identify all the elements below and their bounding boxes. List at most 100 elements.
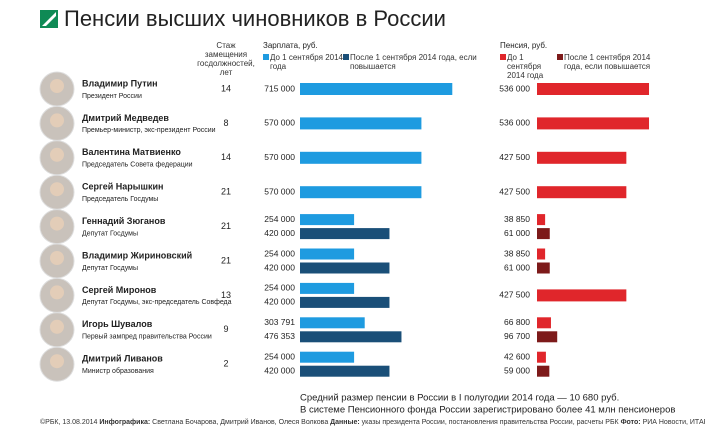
footnote: Средний размер пенсии в России в I полуг… (300, 393, 619, 404)
avatar-head (50, 79, 64, 93)
person-name: Владимир Жириновский (82, 250, 192, 260)
legend-label: До 1 сентября 2014 года (507, 53, 544, 80)
salary-value: 254 000 (264, 351, 295, 361)
person-position: Депутат Госдумы (82, 230, 138, 237)
salary-bar (300, 331, 402, 343)
avatar-head (50, 285, 64, 300)
avatar-head (50, 319, 64, 334)
tenure: 21 (221, 221, 231, 231)
pension-value: 66 800 (504, 317, 530, 327)
credit-part: ©РБК, 13.08.2014 (40, 419, 98, 426)
pension-value: 536 000 (499, 118, 530, 128)
pension-bar (537, 289, 627, 302)
pension-header: Пенсия, руб. (500, 41, 547, 50)
legend-swatch (263, 54, 269, 60)
person-position: Председатель Госдумы (82, 196, 158, 203)
legend-label: До 1 сентября 2014 года (270, 53, 344, 71)
pension-value: 38 850 (504, 248, 530, 258)
pension-value: 427 500 (499, 290, 530, 300)
salary-bar (300, 296, 390, 308)
tenure: 13 (221, 290, 231, 300)
person-position: Депутат Госдумы, экс-председатель Совфед… (82, 299, 232, 306)
pension-bar (537, 186, 627, 199)
avatar-head (50, 354, 64, 369)
pension-value: 42 600 (504, 351, 530, 361)
pension-value: 61 000 (504, 228, 530, 238)
pension-value: 59 000 (504, 365, 530, 375)
tenure: 14 (221, 152, 231, 162)
salary-value: 420 000 (264, 365, 295, 375)
tenure-header: Стаж замещения госдолжностей, лет (197, 41, 255, 77)
person-name: Игорь Шувалов (82, 319, 153, 329)
credit-part: Инфографика: (99, 419, 151, 426)
salary-value: 254 000 (264, 248, 295, 258)
tenure: 14 (221, 83, 231, 93)
person-name: Сергей Нарышкин (82, 182, 163, 192)
credit-part: Фото: (620, 419, 641, 426)
avatar-head (50, 216, 64, 231)
tenure: 9 (223, 324, 228, 334)
pension-bar (537, 248, 546, 260)
pension-value: 427 500 (499, 152, 530, 162)
person-position: Председатель Совета федерации (82, 162, 193, 169)
salary-value: 570 000 (264, 118, 295, 128)
salary-bar (300, 228, 390, 240)
credit-part: РИА Новости, ИТАР-ТАСС (642, 419, 705, 426)
salary-bar (300, 83, 453, 95)
pension-value: 96 700 (504, 331, 530, 341)
person-name: Валентина Матвиенко (82, 147, 181, 157)
salary-bar (300, 186, 422, 199)
footnote: В системе Пенсионного фонда России зарег… (300, 405, 675, 416)
salary-bar (300, 117, 422, 130)
person-name: Дмитрий Ливанов (82, 354, 163, 364)
salary-bar (300, 282, 355, 294)
person-name: Сергей Миронов (82, 285, 157, 295)
salary-value: 420 000 (264, 262, 295, 272)
credit-part: Светлана Бочарова, Дмитрий Иванов, Олеся… (152, 419, 329, 426)
person-name: Дмитрий Медведев (82, 113, 169, 123)
logo-mark (42, 12, 56, 26)
pension-bar (537, 83, 650, 95)
salary-value: 570 000 (264, 152, 295, 162)
pension-value: 536 000 (499, 83, 530, 93)
person-name: Геннадий Зюганов (82, 216, 166, 226)
pension-bar (537, 151, 627, 164)
pension-bar (537, 365, 550, 377)
pension-value: 61 000 (504, 262, 530, 272)
salary-bar (300, 317, 365, 329)
avatar-head (50, 147, 64, 162)
legend-label: После 1 сентября 2014 года, если повышае… (564, 53, 651, 71)
pension-bar (537, 262, 550, 274)
salary-bar (300, 262, 390, 274)
legend-label: После 1 сентября 2014 года, если повышае… (350, 53, 477, 71)
pension-bar (537, 228, 550, 240)
salary-value: 420 000 (264, 228, 295, 238)
salary-value: 570 000 (264, 186, 295, 196)
legend-swatch (557, 54, 563, 60)
tenure: 8 (223, 118, 228, 128)
person-position: Премьер-министр, экс-президент России (82, 127, 216, 134)
pension-bar (537, 351, 546, 363)
tenure: 2 (223, 359, 228, 369)
salary-value: 254 000 (264, 283, 295, 293)
pension-value: 38 850 (504, 214, 530, 224)
legend-swatch (500, 54, 506, 60)
salary-header: Зарплата, руб. (263, 41, 318, 50)
avatar-head (50, 251, 64, 265)
avatar-head (50, 182, 64, 197)
pension-bar (537, 331, 558, 343)
salary-bar (300, 351, 355, 363)
avatar-head (50, 113, 64, 128)
pension-bar (537, 214, 546, 226)
person-position: Министр образования (82, 367, 154, 375)
credit-part: Данные: (330, 419, 360, 426)
pension-bar (537, 317, 551, 329)
title: Пенсии высших чиновников в России (64, 6, 446, 31)
person-position: Депутат Госдумы (82, 265, 138, 272)
credits: ©РБК, 13.08.2014 Инфографика: Светлана Б… (40, 419, 705, 426)
salary-value: 254 000 (264, 214, 295, 224)
legend-swatch (343, 54, 349, 60)
salary-value: 420 000 (264, 297, 295, 307)
